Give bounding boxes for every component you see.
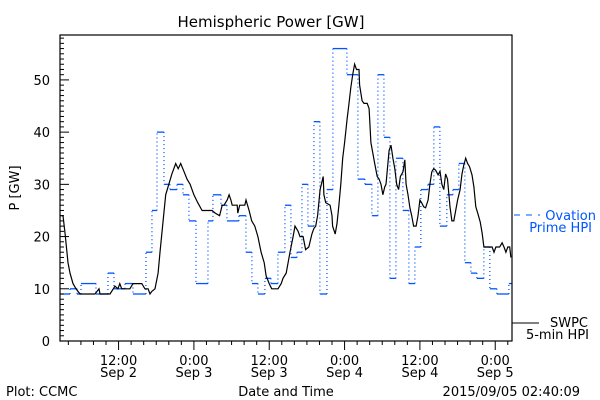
y-tick-label: 10 <box>33 283 50 298</box>
x-tick-date-label: Sep 4 <box>401 366 438 381</box>
y-axis-label: P [GW] <box>8 165 23 210</box>
legend-swpc-label-2: 5-min HPI <box>526 328 589 343</box>
y-tick-label: 30 <box>33 178 50 193</box>
x-tick-date-label: Sep 4 <box>326 366 363 381</box>
legend-ovation-label-1: Ovation <box>545 209 596 224</box>
legend-swpc-label-1: SWPC <box>550 316 588 331</box>
x-tick-time-label: 12:00 <box>401 354 438 369</box>
swpc-line <box>60 61 512 296</box>
x-tick-date-label: Sep 3 <box>175 366 212 381</box>
footer-plot-credit: Plot: CCMC <box>6 385 77 400</box>
x-tick-date-label: Sep 3 <box>251 366 288 381</box>
y-tick-label: 20 <box>33 231 50 246</box>
chart-title: Hemispheric Power [GW] <box>178 13 365 31</box>
x-axis-label: Date and Time <box>238 385 334 400</box>
legend: Ovation Prime HPI SWPC 5-min HPI <box>512 209 596 343</box>
series-ovation-prime-hpi <box>60 47 512 295</box>
x-tick-time-label: 12:00 <box>100 354 137 369</box>
axes <box>59 34 513 350</box>
x-tick-time-label: 0:00 <box>330 354 359 369</box>
y-tick-label: 0 <box>42 335 50 350</box>
x-tick-time-label: 0:00 <box>481 354 510 369</box>
x-tick-date-label: Sep 2 <box>100 366 137 381</box>
x-tick-time-label: 0:00 <box>179 354 208 369</box>
x-tick-date-label: Sep 5 <box>477 366 514 381</box>
plot-frame <box>59 34 513 342</box>
y-tick-label: 50 <box>33 74 50 89</box>
footer-timestamp: 2015/09/05 02:40:09 <box>443 385 580 400</box>
series-layer <box>60 47 512 296</box>
x-tick-time-label: 12:00 <box>251 354 288 369</box>
legend-ovation-label-2: Prime HPI <box>529 221 592 236</box>
y-tick-label: 40 <box>33 126 50 141</box>
series-swpc-5min-hpi <box>60 61 512 296</box>
